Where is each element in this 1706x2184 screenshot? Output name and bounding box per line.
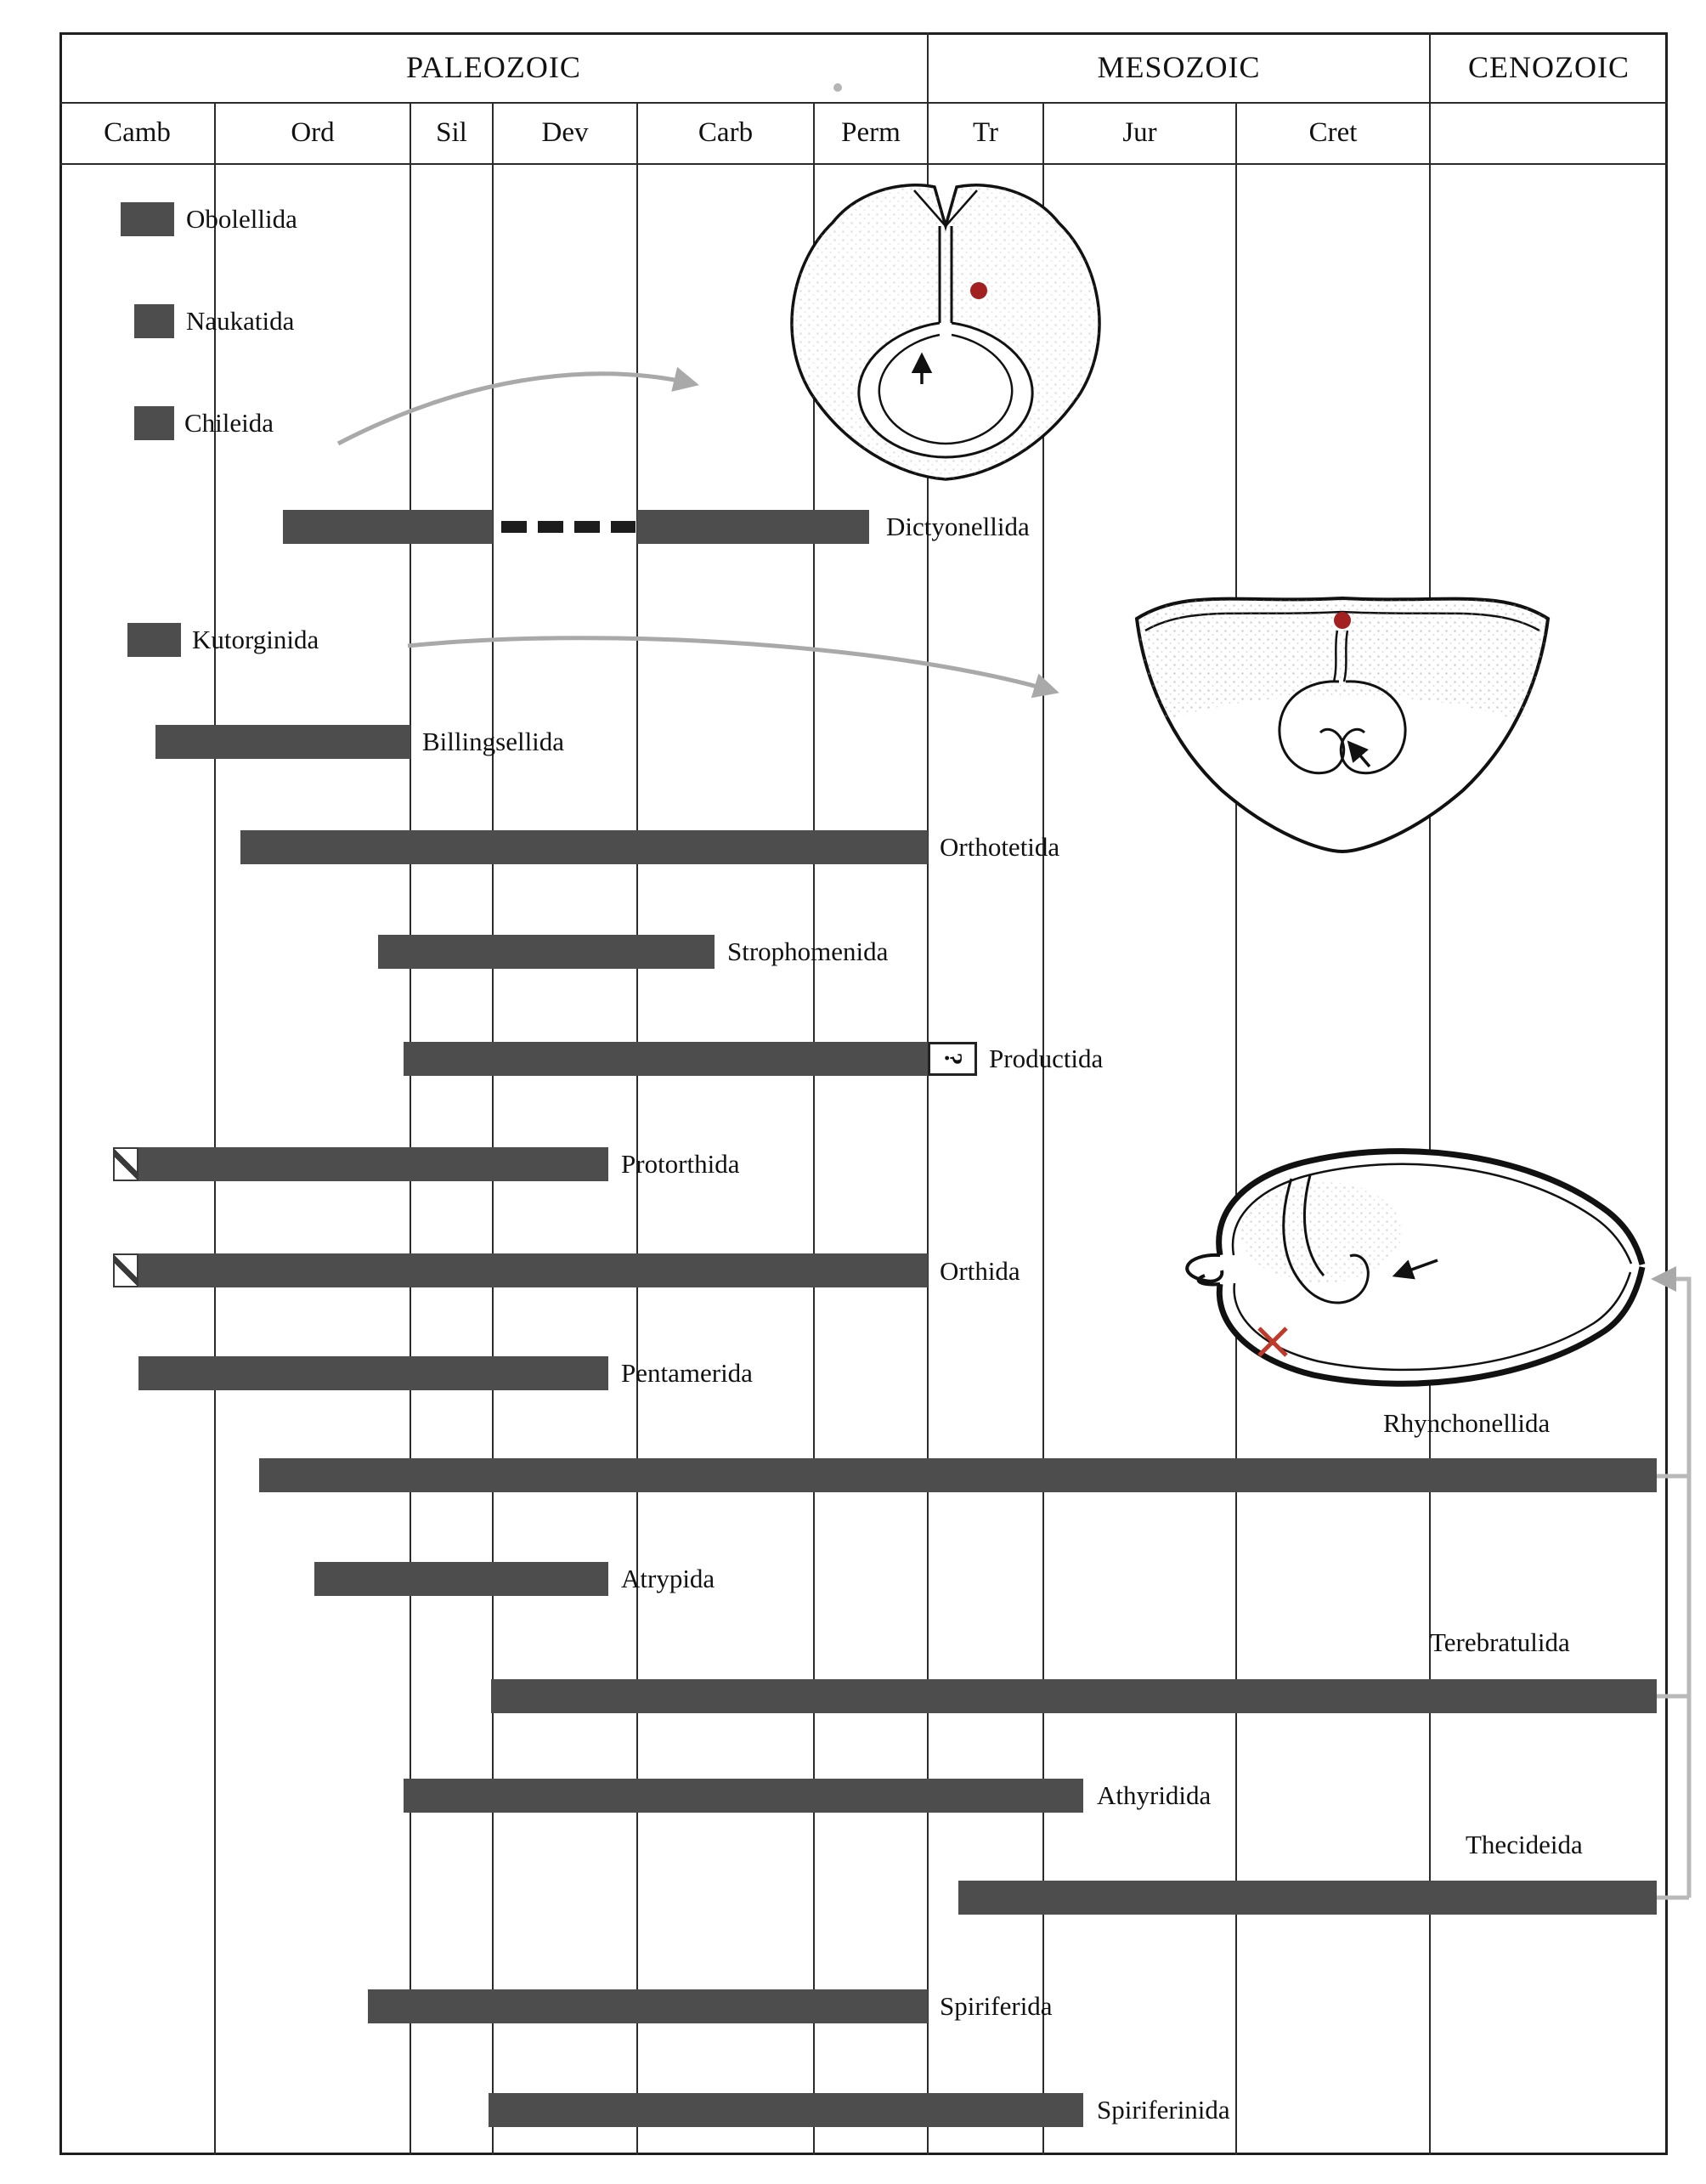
taxon-label-athyridida: Athyridida xyxy=(1097,1780,1212,1810)
era-header-paleozoic: PALEOZOIC xyxy=(406,50,581,84)
period-boundary-line xyxy=(1235,102,1237,2155)
period-boundary-line xyxy=(492,102,494,2155)
taxon-label-thecideida: Thecideida xyxy=(1466,1830,1583,1859)
period-header-carb: Carb xyxy=(698,116,754,148)
period-header-tr: Tr xyxy=(973,116,998,148)
taxon-range-bar-pentamerida xyxy=(138,1356,608,1390)
taxon-label-kutorginida: Kutorginida xyxy=(192,625,319,654)
period-header-sil: Sil xyxy=(436,116,467,148)
period-header-jur: Jur xyxy=(1122,116,1157,148)
period-boundary-line xyxy=(410,102,411,2155)
taxon-label-dictyonellida: Dictyonellida xyxy=(886,512,1030,541)
period-boundary-line xyxy=(927,102,929,2155)
taxon-label-spiriferida: Spiriferida xyxy=(940,1991,1053,2021)
taxon-range-bar-naukatida xyxy=(134,304,174,338)
taxon-range-bar-thecideida xyxy=(958,1881,1657,1915)
taxon-range-bar-spiriferinida xyxy=(489,2093,1083,2127)
period-header-ord: Ord xyxy=(291,116,335,148)
taxon-label-productida: Productida xyxy=(989,1044,1104,1073)
taxon-range-bar-obolellida xyxy=(121,202,174,236)
taxon-range-bar-terebratulida xyxy=(491,1679,1657,1713)
taxon-range-bar-chileida xyxy=(134,406,174,440)
header-divider-line xyxy=(59,102,1668,104)
taxon-range-bar-orthida xyxy=(113,1253,928,1287)
era-header-cenozoic: CENOZOIC xyxy=(1468,50,1630,84)
taxon-label-atrypida: Atrypida xyxy=(621,1564,715,1593)
era-header-mesozoic: MESOZOIC xyxy=(1097,50,1261,84)
taxon-range-bar-billingsellida xyxy=(155,725,410,759)
period-header-camb: Camb xyxy=(104,116,171,148)
taxon-range-bar-dictyonellida xyxy=(283,510,493,544)
taxon-label-spiriferinida: Spiriferinida xyxy=(1097,2095,1230,2125)
taxon-range-bar-spiriferida xyxy=(368,1989,928,2023)
taxon-range-bar-productida xyxy=(404,1042,928,1076)
period-header-cret: Cret xyxy=(1308,116,1358,148)
period-header-perm: Perm xyxy=(841,116,901,148)
period-header-dev: Dev xyxy=(541,116,589,148)
rotated-question-mark: ? xyxy=(939,1052,967,1066)
taxon-label-strophomenida: Strophomenida xyxy=(727,936,889,966)
taxon-label-rhynchonellida: Rhynchonellida xyxy=(1383,1408,1551,1438)
taxon-label-naukatida: Naukatida xyxy=(186,306,295,336)
taxon-range-bar-rhynchonellida xyxy=(259,1458,1657,1492)
taxon-label-billingsellida: Billingsellida xyxy=(422,727,565,756)
taxon-range-bar-kutorginida xyxy=(127,623,181,657)
taxon-label-orthotetida: Orthotetida xyxy=(940,832,1060,862)
taxon-range-bar-strophomenida xyxy=(378,935,715,969)
period-boundary-line xyxy=(1042,102,1044,2155)
taxon-label-protorthida: Protorthida xyxy=(621,1149,740,1179)
uncertain-origin-hatch-protorthida xyxy=(113,1147,138,1181)
taxon-range-bar-protorthida xyxy=(113,1147,608,1181)
taxon-range-bar-dictyonellida xyxy=(637,510,869,544)
taxon-range-bar-athyridida xyxy=(404,1779,1083,1813)
period-boundary-line xyxy=(214,102,216,2155)
period-boundary-line xyxy=(813,102,815,2155)
taxon-range-bar-atrypida xyxy=(314,1562,608,1596)
taxon-label-pentamerida: Pentamerida xyxy=(621,1358,753,1388)
uncertain-origin-hatch-orthida xyxy=(113,1253,138,1287)
taxon-range-bar-orthotetida xyxy=(240,830,928,864)
chart-frame xyxy=(59,32,1668,2155)
taxon-label-orthida: Orthida xyxy=(940,1256,1020,1286)
taxon-label-obolellida: Obolellida xyxy=(186,204,297,234)
header-divider-line xyxy=(59,163,1668,165)
period-boundary-line xyxy=(636,102,638,2155)
questionable-range-box-productida: ? xyxy=(928,1042,977,1076)
taxon-range-dashed-dictyonellida xyxy=(501,521,636,533)
taxon-label-terebratulida: Terebratulida xyxy=(1430,1627,1570,1657)
taxon-label-chileida: Chileida xyxy=(184,408,274,438)
period-boundary-line xyxy=(1429,102,1431,2155)
